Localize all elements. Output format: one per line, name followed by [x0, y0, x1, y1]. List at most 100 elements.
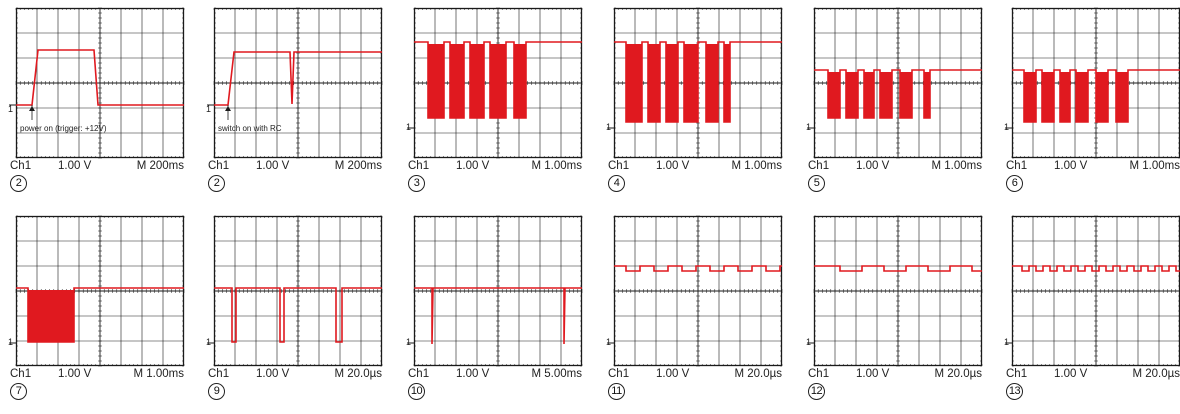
- burst-block: [864, 72, 874, 118]
- scope-panel-12: 1 Ch1 1.00 V M 20.0µs 12: [806, 215, 983, 406]
- scope-panel-11: 1 Ch1 1.00 V M 20.0µs 11: [606, 215, 783, 406]
- timebase: M 20.0µs: [1132, 368, 1180, 380]
- channel-marker: 1: [206, 337, 212, 347]
- volts-per-div: 1.00 V: [1054, 160, 1088, 172]
- scope-footer: Ch1 1.00 V M 1.00ms: [8, 368, 184, 382]
- burst-block: [724, 44, 730, 122]
- scope-footer: Ch1 1.00 V M 20.0µs: [806, 368, 982, 382]
- burst-block: [828, 72, 840, 118]
- signal-trace: [614, 265, 782, 272]
- burst-block: [706, 44, 718, 122]
- channel-label: Ch1: [208, 368, 230, 380]
- scope-panel-6: 1 Ch1 1.00 V M 1.00ms 6: [1004, 7, 1180, 198]
- channel-label: Ch1: [1006, 160, 1028, 172]
- scope-footer: Ch1 1.00 V M 200ms: [206, 160, 382, 174]
- scope-footer: Ch1 1.00 V M 1.00ms: [606, 160, 782, 174]
- scope-screen: [607, 215, 783, 367]
- scope-screen: [607, 7, 783, 159]
- burst-block: [28, 290, 74, 342]
- panel-number-badge: 9: [208, 383, 225, 400]
- scope-screen: [807, 7, 983, 159]
- panel-number-badge: 4: [608, 175, 625, 192]
- channel-label: Ch1: [1006, 368, 1028, 380]
- channel-marker: 1: [806, 337, 812, 347]
- burst-block: [514, 44, 526, 118]
- burst-block: [1042, 72, 1054, 122]
- timebase: M 20.0µs: [334, 368, 382, 380]
- scope-panel-9: 1 Ch1 1.00 V M 20.0µs 9: [206, 215, 383, 406]
- scope-screen: [807, 215, 983, 367]
- scope-panel-7: 1 Ch1 1.00 V M 1.00ms 7: [8, 215, 185, 406]
- scope-footer: Ch1 1.00 V M 5.00ms: [406, 368, 582, 382]
- burst-block: [666, 44, 678, 122]
- channel-marker: 1: [1004, 337, 1010, 347]
- scope-panel-2a: 1 power on (trigger: +12V) Ch1 1.00 V M …: [8, 7, 185, 198]
- scope-footer: Ch1 1.00 V M 20.0µs: [206, 368, 382, 382]
- signal-trace: [16, 49, 184, 106]
- channel-marker: 1: [1004, 122, 1010, 132]
- scope-panel-5: 1 Ch1 1.00 V M 1.00ms 5: [806, 7, 983, 198]
- volts-per-div: 1.00 V: [58, 368, 92, 380]
- burst-block: [490, 44, 506, 118]
- channel-marker: 1: [206, 104, 212, 114]
- trigger-arrow-icon: [225, 106, 231, 111]
- channel-label: Ch1: [10, 160, 32, 172]
- burst-block: [880, 72, 892, 118]
- panel-number-badge: 6: [1006, 175, 1023, 192]
- panel-number-badge: 13: [1006, 383, 1023, 400]
- volts-per-div: 1.00 V: [456, 160, 490, 172]
- timebase: M 1.00ms: [1129, 160, 1180, 172]
- timebase: M 1.00ms: [133, 368, 185, 380]
- panel-number-badge: 5: [808, 175, 825, 192]
- burst-block: [428, 44, 444, 118]
- volts-per-div: 1.00 V: [856, 368, 890, 380]
- channel-marker: 1: [8, 337, 14, 347]
- channel-label: Ch1: [408, 368, 430, 380]
- scope-screen: [1005, 7, 1180, 159]
- trigger-note: switch on with RC: [218, 124, 282, 133]
- scope-screen: [207, 7, 383, 159]
- burst-block: [924, 72, 930, 118]
- scope-footer: Ch1 1.00 V M 20.0µs: [1004, 368, 1180, 382]
- signal-trace: [1012, 265, 1180, 272]
- burst-block: [626, 44, 642, 122]
- signal-trace: [814, 265, 982, 272]
- panel-number-badge: 2: [10, 175, 27, 192]
- burst-block: [1024, 72, 1036, 122]
- scope-footer: Ch1 1.00 V M 1.00ms: [1004, 160, 1180, 174]
- volts-per-div: 1.00 V: [256, 160, 290, 172]
- burst-block: [470, 44, 484, 118]
- channel-marker: 1: [606, 337, 612, 347]
- panel-number-badge: 7: [10, 383, 27, 400]
- channel-marker: 1: [606, 122, 612, 132]
- burst-block: [900, 72, 912, 118]
- scope-panel-4: 1 Ch1 1.00 V M 1.00ms 4: [606, 7, 783, 198]
- timebase: M 1.00ms: [731, 160, 783, 172]
- scope-screen: [407, 7, 583, 159]
- signal-trace: [214, 287, 382, 343]
- channel-marker: 1: [806, 122, 812, 132]
- burst-block: [1060, 72, 1070, 122]
- channel-marker: 1: [8, 104, 14, 114]
- channel-label: Ch1: [608, 368, 630, 380]
- timebase: M 200ms: [334, 160, 382, 172]
- channel-marker: 1: [406, 337, 412, 347]
- volts-per-div: 1.00 V: [456, 368, 490, 380]
- scope-footer: Ch1 1.00 V M 1.00ms: [406, 160, 582, 174]
- volts-per-div: 1.00 V: [656, 368, 690, 380]
- burst-block: [648, 44, 660, 122]
- channel-label: Ch1: [408, 160, 430, 172]
- scope-footer: Ch1 1.00 V M 1.00ms: [806, 160, 982, 174]
- scope-panel-13: 1 Ch1 1.00 V M 20.0µs 13: [1004, 215, 1180, 406]
- volts-per-div: 1.00 V: [856, 160, 890, 172]
- signal-trace: [814, 69, 982, 119]
- channel-label: Ch1: [808, 160, 830, 172]
- timebase: M 1.00ms: [931, 160, 983, 172]
- panel-number-badge: 12: [808, 383, 825, 400]
- scope-panel-3: 1 Ch1 1.00 V M 1.00ms 3: [406, 7, 583, 198]
- timebase: M 1.00ms: [531, 160, 583, 172]
- volts-per-div: 1.00 V: [58, 160, 92, 172]
- volts-per-div: 1.00 V: [656, 160, 690, 172]
- channel-marker: 1: [406, 122, 412, 132]
- signal-trace: [614, 41, 782, 123]
